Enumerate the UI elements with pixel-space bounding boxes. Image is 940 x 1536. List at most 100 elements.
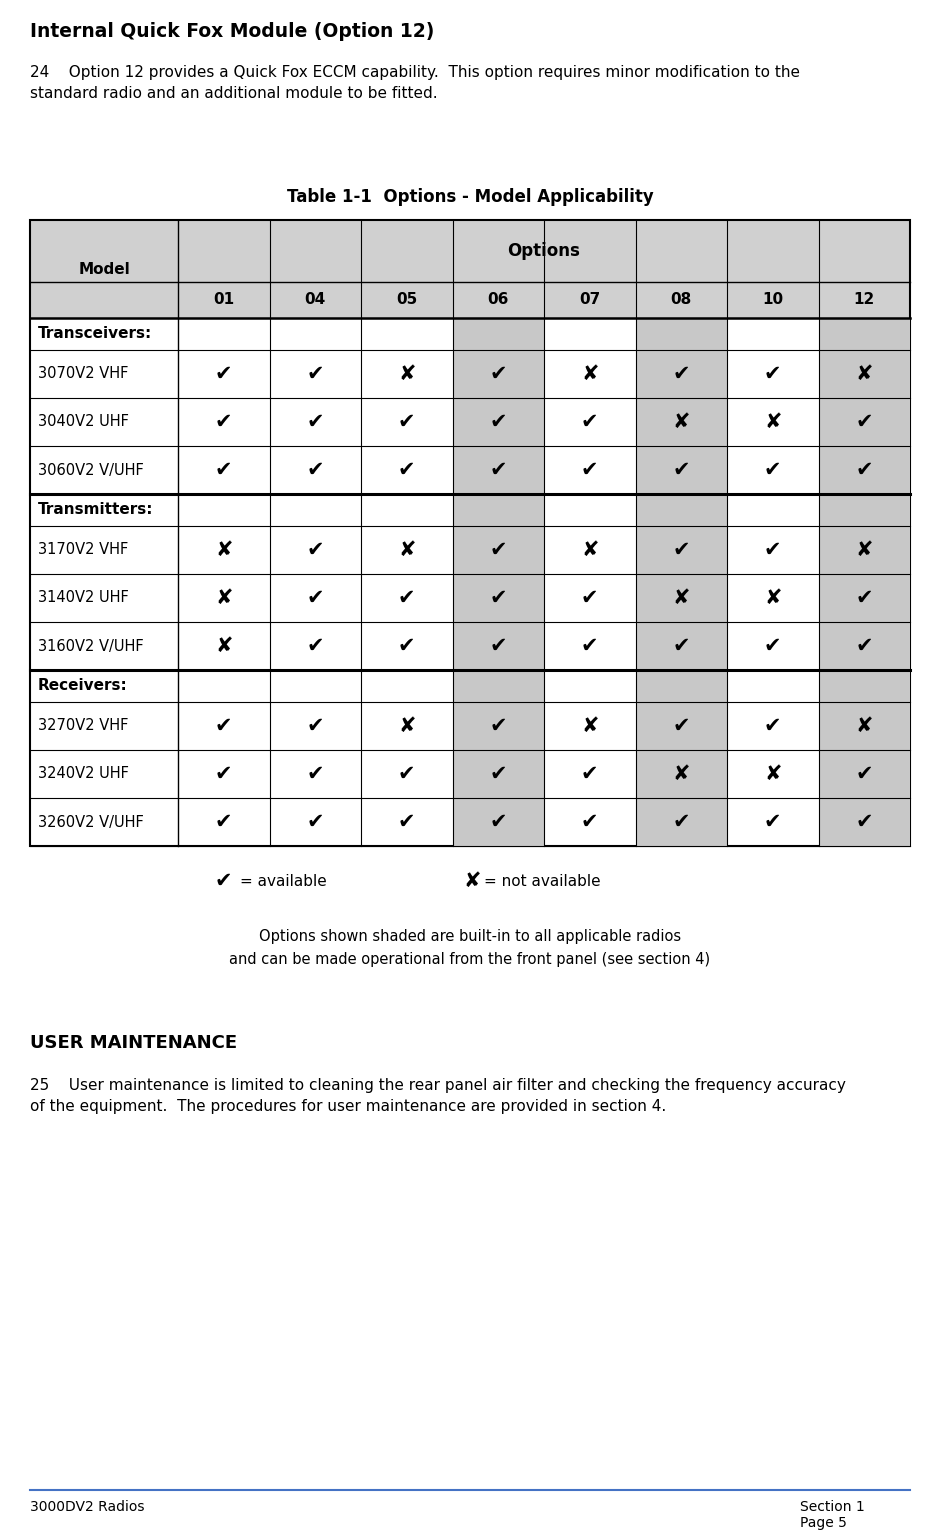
Text: 3170V2 VHF: 3170V2 VHF (38, 542, 128, 558)
Text: Page 5: Page 5 (800, 1516, 847, 1530)
Text: = available: = available (240, 874, 327, 888)
Bar (635, 670, 727, 702)
Text: ✔: ✔ (581, 636, 599, 656)
Text: ✔: ✔ (306, 541, 324, 561)
Bar (635, 525, 727, 574)
Text: ✔: ✔ (764, 541, 781, 561)
Text: 06: 06 (488, 292, 509, 307)
Text: ✔: ✔ (215, 364, 232, 384)
Text: ✔: ✔ (764, 813, 781, 833)
Text: ✔: ✔ (215, 459, 232, 479)
Text: Options: Options (508, 243, 580, 260)
Bar (452, 445, 544, 495)
Text: ✘: ✘ (764, 412, 781, 432)
Text: ✔: ✔ (581, 588, 599, 608)
Text: ✔: ✔ (764, 459, 781, 479)
Text: Section 1: Section 1 (800, 1501, 865, 1514)
Text: 3160V2 V/UHF: 3160V2 V/UHF (38, 639, 144, 653)
Text: 3060V2 V/UHF: 3060V2 V/UHF (38, 462, 144, 478)
Text: 3040V2 UHF: 3040V2 UHF (38, 415, 129, 430)
Text: ✔: ✔ (306, 364, 324, 384)
Text: ✔: ✔ (215, 412, 232, 432)
Text: 3070V2 VHF: 3070V2 VHF (38, 367, 129, 381)
Text: ✔: ✔ (581, 813, 599, 833)
Bar (635, 750, 727, 799)
Text: ✔: ✔ (490, 459, 507, 479)
Bar (452, 495, 544, 525)
Text: ✘: ✘ (581, 716, 599, 736)
Text: ✘: ✘ (855, 716, 873, 736)
Bar (819, 574, 910, 622)
Text: ✘: ✘ (398, 541, 415, 561)
Bar (819, 750, 910, 799)
Text: ✔: ✔ (672, 364, 690, 384)
Text: ✔: ✔ (672, 636, 690, 656)
Text: ✔: ✔ (306, 412, 324, 432)
Text: Table 1-1  Options - Model Applicability: Table 1-1 Options - Model Applicability (287, 187, 653, 206)
Text: ✔: ✔ (215, 813, 232, 833)
Bar (30, 220, 910, 318)
Text: ✔: ✔ (398, 636, 415, 656)
Bar (635, 702, 727, 750)
Bar (819, 702, 910, 750)
Text: ✘: ✘ (764, 588, 781, 608)
Text: 25    User maintenance is limited to cleaning the rear panel air filter and chec: 25 User maintenance is limited to cleani… (30, 1078, 846, 1114)
Text: ✔: ✔ (490, 716, 507, 736)
Text: 24    Option 12 provides a Quick Fox ECCM capability.  This option requires mino: 24 Option 12 provides a Quick Fox ECCM c… (30, 65, 800, 101)
Text: ✔: ✔ (306, 459, 324, 479)
Text: ✘: ✘ (398, 364, 415, 384)
Text: ✘: ✘ (215, 541, 232, 561)
Text: ✔: ✔ (581, 412, 599, 432)
Text: ✘: ✘ (215, 636, 232, 656)
Text: 04: 04 (305, 292, 326, 307)
Text: ✔: ✔ (855, 412, 873, 432)
Bar (635, 398, 727, 445)
Text: 07: 07 (579, 292, 601, 307)
Bar (635, 318, 727, 846)
Text: ✔: ✔ (581, 459, 599, 479)
Text: ✔: ✔ (672, 459, 690, 479)
Text: ✔: ✔ (490, 364, 507, 384)
Text: ✘: ✘ (581, 364, 599, 384)
Text: 01: 01 (213, 292, 234, 307)
Text: ✔: ✔ (764, 636, 781, 656)
Text: 3240V2 UHF: 3240V2 UHF (38, 766, 129, 782)
Text: ✔: ✔ (398, 588, 415, 608)
Text: ✔: ✔ (306, 588, 324, 608)
Text: ✔: ✔ (855, 763, 873, 783)
Text: 3140V2 UHF: 3140V2 UHF (38, 590, 129, 605)
Text: ✔: ✔ (764, 364, 781, 384)
Bar (452, 750, 544, 799)
Text: ✘: ✘ (463, 871, 480, 891)
Bar (635, 350, 727, 398)
Bar (452, 398, 544, 445)
Text: 08: 08 (670, 292, 692, 307)
Bar (635, 495, 727, 525)
Text: 3270V2 VHF: 3270V2 VHF (38, 719, 129, 734)
Text: ✘: ✘ (672, 412, 690, 432)
Bar (452, 574, 544, 622)
Text: ✔: ✔ (398, 412, 415, 432)
Text: ✔: ✔ (215, 716, 232, 736)
Text: 12: 12 (854, 292, 875, 307)
Text: ✘: ✘ (215, 588, 232, 608)
Bar (635, 799, 727, 846)
Text: ✔: ✔ (672, 813, 690, 833)
Text: ✔: ✔ (306, 813, 324, 833)
Bar (30, 220, 910, 846)
Text: ✔: ✔ (490, 763, 507, 783)
Bar (819, 318, 910, 350)
Text: ✔: ✔ (672, 541, 690, 561)
Text: ✔: ✔ (215, 763, 232, 783)
Text: Options shown shaded are built-in to all applicable radios
and can be made opera: Options shown shaded are built-in to all… (229, 929, 711, 966)
Bar (452, 622, 544, 670)
Text: ✔: ✔ (214, 871, 232, 891)
Text: ✔: ✔ (306, 716, 324, 736)
Text: ✔: ✔ (764, 716, 781, 736)
Bar (452, 350, 544, 398)
Text: ✔: ✔ (672, 716, 690, 736)
Bar (635, 318, 727, 350)
Bar (819, 670, 910, 702)
Text: ✘: ✘ (581, 541, 599, 561)
Bar (819, 799, 910, 846)
